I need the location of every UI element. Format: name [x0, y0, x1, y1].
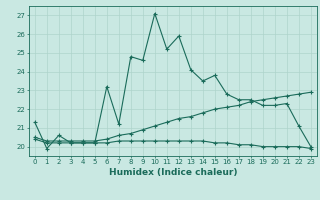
X-axis label: Humidex (Indice chaleur): Humidex (Indice chaleur): [108, 168, 237, 177]
